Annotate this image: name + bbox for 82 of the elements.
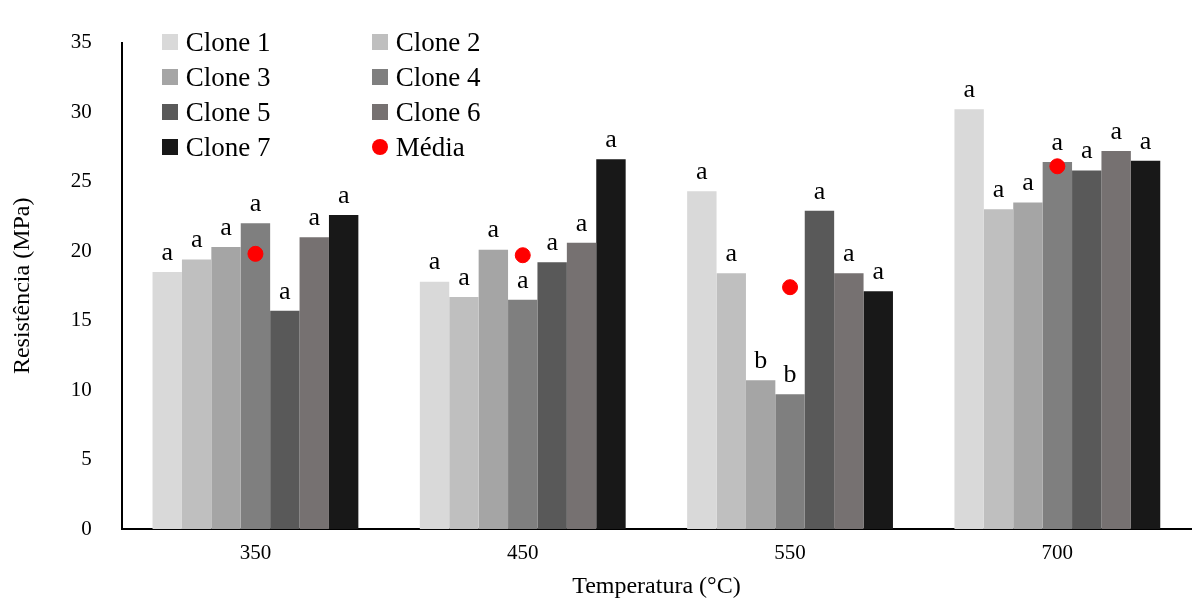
x-axis-title: Temperatura (°C): [572, 571, 741, 598]
bar: [419, 281, 450, 529]
bar: [804, 210, 835, 529]
data-label: a: [458, 261, 471, 291]
y-tick-label: 5: [81, 446, 92, 471]
bar: [834, 273, 864, 529]
bar: [983, 209, 1014, 529]
data-label: a: [1110, 115, 1123, 145]
data-label: a: [725, 238, 738, 268]
y-tick-label: 25: [70, 168, 92, 193]
y-tick-label: 35: [70, 29, 92, 54]
data-label: a: [872, 256, 885, 286]
bar: [299, 237, 329, 529]
bar: [152, 271, 182, 529]
bar: [954, 109, 984, 529]
bar: [478, 249, 509, 529]
data-label: a: [487, 214, 500, 244]
bar: [745, 380, 776, 529]
data-label: a: [220, 211, 233, 241]
bar: [211, 246, 241, 529]
data-label: a: [605, 124, 618, 154]
x-tick-label: 550: [774, 540, 806, 565]
bar: [775, 394, 805, 529]
bar: [1130, 160, 1161, 529]
x-tick-label: 700: [1041, 540, 1074, 565]
data-label: a: [161, 236, 174, 266]
legend-label: Média: [395, 131, 465, 163]
data-label: a: [428, 246, 441, 276]
point: [782, 279, 799, 296]
data-label: a: [1022, 167, 1035, 197]
bar: [508, 299, 538, 529]
bar: [449, 296, 479, 529]
data-label: a: [963, 74, 976, 104]
data-label: a: [992, 174, 1005, 204]
y-axis-title: Resistência (MPa): [7, 197, 34, 375]
bar: [1042, 162, 1073, 529]
data-label: b: [783, 359, 797, 389]
bar: [270, 310, 300, 529]
data-label: a: [843, 238, 856, 268]
data-label: a: [516, 264, 529, 294]
bar: [863, 291, 893, 529]
legend-label: Clone 7: [185, 131, 271, 163]
data-label: a: [575, 207, 588, 237]
bar: [328, 214, 359, 529]
bar: [1013, 202, 1043, 529]
y-tick-label: 30: [70, 98, 92, 123]
data-label: a: [696, 156, 709, 186]
y-tick-label: 0: [81, 515, 92, 540]
data-label: a: [249, 188, 262, 218]
point: [1049, 158, 1066, 175]
bar: [716, 273, 746, 529]
data-label: a: [813, 175, 826, 205]
bar: [537, 262, 567, 529]
x-tick-label: 450: [507, 540, 539, 565]
bar: [181, 259, 212, 529]
point: [247, 245, 264, 262]
y-tick-label: 20: [70, 237, 92, 262]
bar: [1101, 151, 1131, 529]
data-label: a: [1051, 126, 1064, 156]
point: [514, 247, 531, 264]
legend-label: Clone 2: [395, 26, 481, 58]
data-label: a: [279, 275, 292, 305]
data-label: a: [546, 227, 559, 256]
data-label: b: [754, 345, 768, 375]
legend-label: Clone 6: [395, 96, 481, 128]
x-tick-label: 350: [239, 540, 272, 565]
data-label: a: [308, 201, 321, 231]
data-label: a: [337, 179, 350, 209]
legend-label: Clone 3: [185, 61, 271, 93]
legend-label: Clone 5: [185, 96, 271, 128]
data-label: a: [1139, 125, 1152, 155]
bar: [566, 242, 597, 529]
data-label: a: [1080, 135, 1093, 165]
y-tick-label: 15: [70, 307, 92, 332]
legend-label: Clone 1: [185, 26, 271, 58]
bar: [240, 223, 271, 529]
legend-label: Clone 4: [395, 61, 481, 93]
bar: [596, 159, 626, 529]
bar: [687, 191, 717, 529]
data-label: a: [190, 224, 203, 254]
bar: [1072, 170, 1102, 529]
y-tick-label: 10: [70, 376, 92, 401]
